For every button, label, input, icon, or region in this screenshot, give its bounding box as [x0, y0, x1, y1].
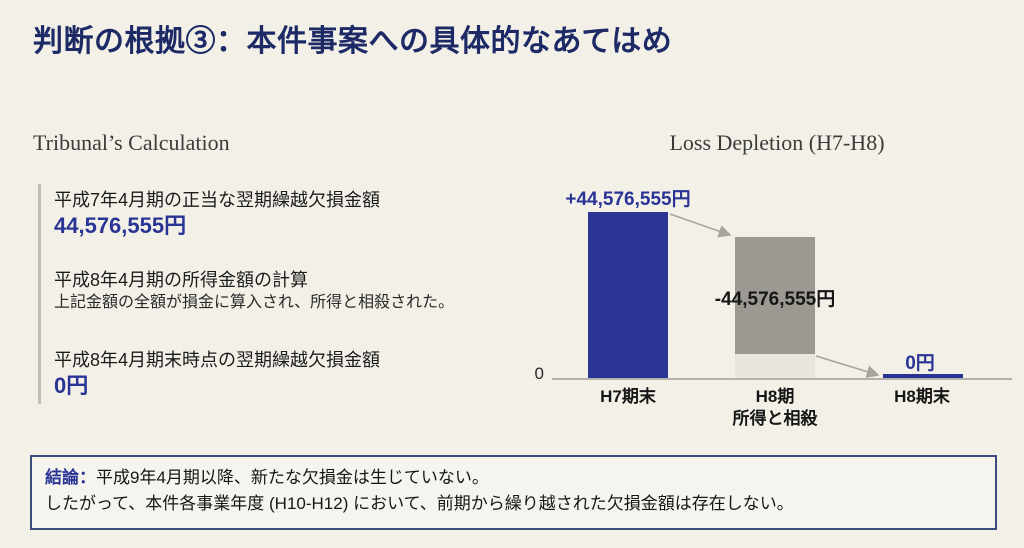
- chart-bar-1-remainder: [735, 354, 815, 378]
- calc-item-h8-income: 平成8年4月期の所得金額の計算 上記金額の全額が損金に算入され、所得と相殺された…: [54, 268, 514, 314]
- tribunal-calculation-block: 平成7年4月期の正当な翌期繰越欠損金額 44,576,555円 平成8年4月期の…: [38, 184, 514, 404]
- page-title: 判断の根拠③：本件事案への具体的なあてはめ: [33, 25, 673, 58]
- bar-value-label-h8-end: 0円: [905, 353, 935, 374]
- chart-bar-1: [735, 237, 815, 354]
- conclusion-prefix: 結論：: [45, 468, 96, 487]
- calc-value: 0円: [54, 373, 89, 398]
- conclusion-line-2: したがって、本件各事業年度 (H10-H12) において、前期から繰り越された欠…: [45, 494, 794, 513]
- x-axis-label-h7: H7期末: [600, 387, 656, 406]
- x-axis-line: [552, 378, 1012, 380]
- calc-note: 上記金額の全額が損金に算入され、所得と相殺された。: [54, 294, 455, 311]
- conclusion-line-1: 結論：平成9年4月期以降、新たな欠損金は生じていない。: [45, 465, 983, 491]
- y-axis-zero-label: 0: [534, 364, 544, 383]
- x-axis-label-h8: H8期 所得と相殺: [732, 387, 818, 428]
- calc-label: 平成8年4月期末時点の翌期繰越欠損金額: [54, 350, 381, 370]
- calc-item-h8-end: 平成8年4月期末時点の翌期繰越欠損金額 0円: [54, 348, 514, 400]
- bar-value-label-h7: +44,576,555円: [565, 189, 691, 210]
- x-axis-label-h8-end: H8期末: [894, 387, 950, 406]
- chart-title: Loss Depletion (H7-H8): [669, 130, 885, 155]
- chart-arrows: [669, 213, 880, 378]
- loss-depletion-chart: 0 +44,576,555円 -44,576,555円 0円 H7期末 H8期 …: [530, 170, 1024, 445]
- calc-item-h7: 平成7年4月期の正当な翌期繰越欠損金額 44,576,555円: [54, 188, 514, 240]
- calc-label: 平成7年4月期の正当な翌期繰越欠損金額: [54, 190, 381, 210]
- conclusion-text-1: 平成9年4月期以降、新たな欠損金は生じていない。: [96, 468, 489, 487]
- conclusion-box: 結論：平成9年4月期以降、新たな欠損金は生じていない。 したがって、本件各事業年…: [30, 455, 997, 530]
- flow-arrow-1: [815, 355, 880, 378]
- calc-label: 平成8年4月期の所得金額の計算: [54, 270, 309, 290]
- flow-arrow-0: [669, 213, 732, 238]
- bar-value-label-h8-offset: -44,576,555円: [714, 289, 836, 310]
- left-section-heading: Tribunal’s Calculation: [33, 130, 230, 155]
- calc-value: 44,576,555円: [54, 213, 187, 238]
- chart-bar-0: [588, 212, 668, 378]
- chart-bar-2: [883, 374, 963, 378]
